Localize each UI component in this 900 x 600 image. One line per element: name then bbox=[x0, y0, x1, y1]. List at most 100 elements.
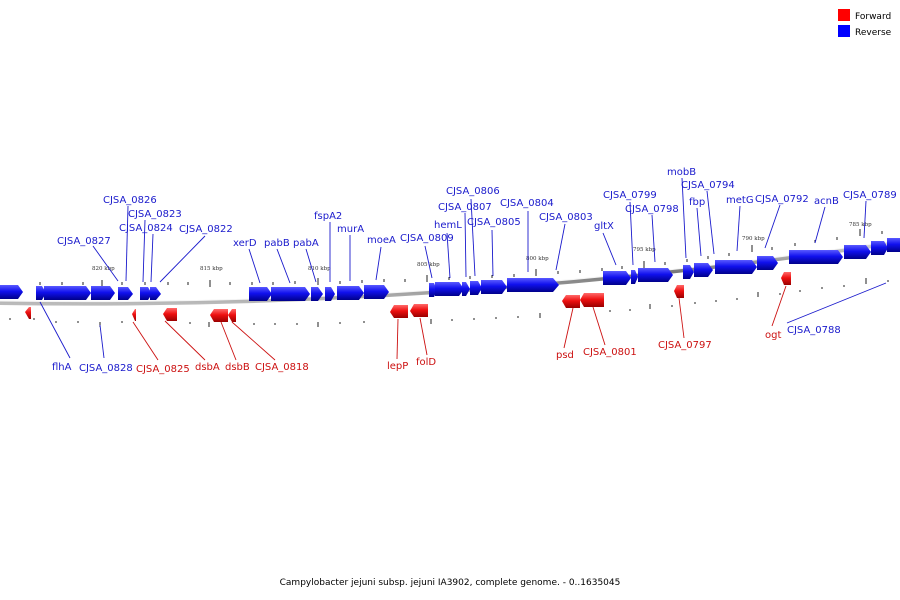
gene-arrow bbox=[36, 286, 46, 300]
scale-label: 810 kbp bbox=[308, 266, 331, 272]
gene-label: CJSA_0799 bbox=[603, 190, 657, 201]
gene-arrow bbox=[311, 287, 323, 301]
gene-label: psd bbox=[556, 350, 574, 361]
gene-arrow bbox=[631, 270, 638, 284]
gene-arrow bbox=[271, 287, 310, 301]
legend-forward-swatch bbox=[838, 9, 850, 21]
gene-label: CJSA_0818 bbox=[255, 362, 309, 373]
gene-arrow bbox=[481, 280, 507, 294]
legend: Forward Reverse bbox=[838, 9, 892, 38]
gene-label: CJSA_0827 bbox=[57, 236, 111, 247]
gene-label: CJSA_0824 bbox=[119, 223, 173, 234]
gene-label: pabB bbox=[264, 238, 290, 249]
gene-arrow bbox=[789, 250, 843, 264]
gene-arrow bbox=[118, 287, 133, 300]
gene-arrow bbox=[603, 271, 631, 285]
gene-label: gltX bbox=[594, 221, 614, 232]
gene-arrow bbox=[91, 286, 115, 300]
gene-arrow bbox=[325, 287, 335, 301]
gene-label: CJSA_0806 bbox=[446, 186, 500, 197]
gene-arrow bbox=[462, 282, 470, 296]
gene-label: fspA2 bbox=[314, 211, 342, 222]
gene-label: dsbA bbox=[195, 362, 220, 373]
gene-label: CJSA_0797 bbox=[658, 340, 712, 351]
gene-arrow bbox=[163, 308, 177, 321]
gene-label: flhA bbox=[52, 362, 72, 373]
gene-arrow bbox=[683, 265, 694, 279]
gene-arrow bbox=[337, 286, 364, 300]
gene-arrow bbox=[132, 309, 136, 321]
gene-arrow bbox=[871, 241, 888, 255]
legend-reverse-label: Reverse bbox=[855, 28, 892, 38]
gene-label: folD bbox=[416, 357, 436, 368]
gene-arrow bbox=[249, 287, 272, 301]
scale-label: 820 kbp bbox=[92, 266, 115, 272]
gene-arrow bbox=[470, 281, 482, 295]
gene-label: CJSA_0801 bbox=[583, 347, 637, 358]
gene-arrow bbox=[228, 309, 236, 322]
gene-label: acnB bbox=[814, 196, 839, 207]
gene-label: CJSA_0825 bbox=[136, 364, 190, 375]
gene-arrow bbox=[638, 268, 673, 282]
gene-arrow bbox=[507, 278, 559, 292]
gene-label: CJSA_0804 bbox=[500, 198, 554, 209]
gene-label: xerD bbox=[233, 238, 257, 249]
gene-arrow bbox=[25, 307, 31, 319]
gene-arrow bbox=[694, 263, 713, 277]
gene-label: hemL bbox=[434, 220, 462, 231]
gene-label: CJSA_0809 bbox=[400, 233, 454, 244]
gene-label: mobB bbox=[667, 167, 696, 178]
gene-arrow bbox=[140, 287, 152, 300]
gene-arrow bbox=[44, 286, 91, 300]
gene-arrow bbox=[435, 282, 464, 296]
gene-arrow bbox=[390, 305, 408, 318]
scale-label: 785 kbp bbox=[849, 222, 872, 228]
gene-arrow bbox=[715, 260, 757, 274]
gene-arrow bbox=[150, 287, 161, 300]
gene-label: CJSA_0789 bbox=[843, 190, 897, 201]
gene-label: CJSA_0788 bbox=[787, 325, 841, 336]
reverse-gene-arrows bbox=[0, 238, 900, 301]
scale-label: 805 kbp bbox=[417, 262, 440, 268]
gene-label: ogt bbox=[765, 330, 781, 341]
forward-gene-arrows bbox=[25, 272, 791, 322]
scale-labels: 820 kbp 815 kbp 810 kbp 805 kbp 800 kbp … bbox=[92, 222, 872, 272]
gene-arrow bbox=[410, 304, 428, 317]
gene-arrow bbox=[364, 285, 389, 299]
gene-label: CJSA_0822 bbox=[179, 224, 233, 235]
gene-label: moeA bbox=[367, 235, 396, 246]
gene-arrow bbox=[757, 256, 778, 270]
legend-forward-label: Forward bbox=[855, 12, 891, 22]
gene-label: CJSA_0794 bbox=[681, 180, 735, 191]
gene-arrow bbox=[210, 309, 228, 322]
gene-label: CJSA_0798 bbox=[625, 204, 679, 215]
gene-arrow bbox=[0, 285, 23, 299]
gene-label: CJSA_0805 bbox=[467, 217, 521, 228]
gene-label: dsbB bbox=[225, 362, 250, 373]
gene-arrow bbox=[674, 285, 684, 298]
scale-label: 795 kbp bbox=[633, 247, 656, 253]
gene-arrow bbox=[580, 293, 604, 307]
gene-label: pabA bbox=[293, 238, 319, 249]
scale-label: 815 kbp bbox=[200, 266, 223, 272]
gene-label: CJSA_0803 bbox=[539, 212, 593, 223]
label-leaders bbox=[39, 177, 887, 361]
gene-label: CJSA_0792 bbox=[755, 194, 809, 205]
genome-caption: Campylobacter jejuni subsp. jejuni IA390… bbox=[279, 578, 621, 588]
scale-label: 790 kbp bbox=[742, 236, 765, 242]
gene-label: CJSA_0823 bbox=[128, 209, 182, 220]
gene-label: CJSA_0826 bbox=[103, 195, 157, 206]
gene-arrow bbox=[844, 245, 871, 259]
scale-label: 800 kbp bbox=[526, 256, 549, 262]
gene-label: CJSA_0828 bbox=[79, 363, 133, 374]
gene-label: metG bbox=[726, 195, 754, 206]
gene-label: fbp bbox=[689, 197, 705, 208]
gene-label: murA bbox=[337, 224, 364, 235]
gene-label: lepP bbox=[387, 361, 408, 372]
gene-label: CJSA_0807 bbox=[438, 202, 492, 213]
reverse-gene-labels: CJSA_0827 CJSA_0826 CJSA_0823 CJSA_0824 … bbox=[52, 167, 897, 374]
legend-reverse-swatch bbox=[838, 25, 850, 37]
gene-arrow bbox=[562, 295, 580, 308]
gene-arrow bbox=[887, 238, 900, 252]
